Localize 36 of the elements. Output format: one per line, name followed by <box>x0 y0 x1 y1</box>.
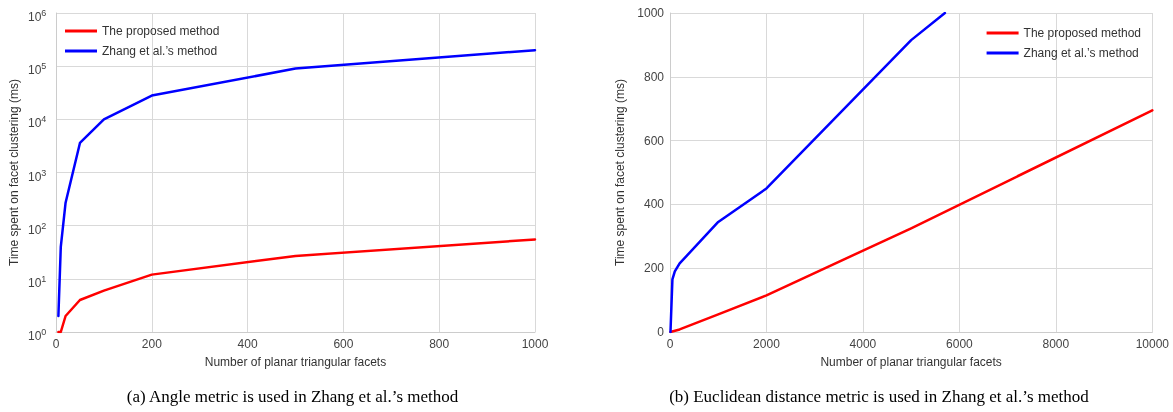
y-tick-label: 200 <box>643 261 665 276</box>
y-axis-title: Time spent on facet clustering (ms) <box>7 79 21 266</box>
x-tick-label: 10000 <box>1135 337 1170 351</box>
y-tick-label: 400 <box>643 197 665 212</box>
x-axis-title: Number of planar triangular facets <box>820 355 1002 369</box>
y-tick-label: 10$^{2}$ <box>28 219 47 237</box>
x-tick-label: 8000 <box>1042 337 1070 351</box>
legend-label: The proposed method <box>102 24 220 38</box>
legend-label: Zhang et al.’s method <box>102 44 218 58</box>
y-axis-title: Time spent on facet clustering (ms) <box>613 79 628 266</box>
x-tick-label: 200 <box>141 337 163 351</box>
x-tick-label: 6000 <box>946 337 974 351</box>
x-axis-title: Number of planar triangular facets <box>204 355 387 369</box>
y-tick-label: 10$^{0}$ <box>28 326 47 343</box>
x-tick-label: 2000 <box>753 337 781 351</box>
x-tick-label: 0 <box>666 337 674 351</box>
y-tick-label: 10$^{3}$ <box>28 166 47 184</box>
x-tick-label: 0 <box>52 337 60 351</box>
x-tick-label: 400 <box>237 337 258 351</box>
text: (a) Angle metric is used in Zhang et al.’s method <box>126 387 459 406</box>
y-tick-label: 10$^{1}$ <box>28 272 47 290</box>
line-series <box>57 48 537 318</box>
legend-label: Zhang et al.’s method <box>1023 46 1139 60</box>
y-tick-label: 10$^{6}$ <box>28 7 47 24</box>
x-tick-label: 4000 <box>849 337 877 351</box>
x-tick-label: 1000 <box>521 337 549 351</box>
y-tick-label: 1000 <box>637 6 665 20</box>
y-tick-label: 0 <box>657 325 665 339</box>
legend-label: The proposed method <box>1023 26 1142 40</box>
x-tick-label: 600 <box>333 337 354 351</box>
y-tick-label: 800 <box>643 69 665 84</box>
text: (b) Euclidean distance metric is used in Zhang et al.’s method <box>669 387 1090 406</box>
y-tick-label: 10$^{4}$ <box>28 113 47 131</box>
y-tick-label: 600 <box>643 133 665 148</box>
x-tick-label: 800 <box>429 337 450 351</box>
y-tick-label: 10$^{5}$ <box>28 60 47 78</box>
